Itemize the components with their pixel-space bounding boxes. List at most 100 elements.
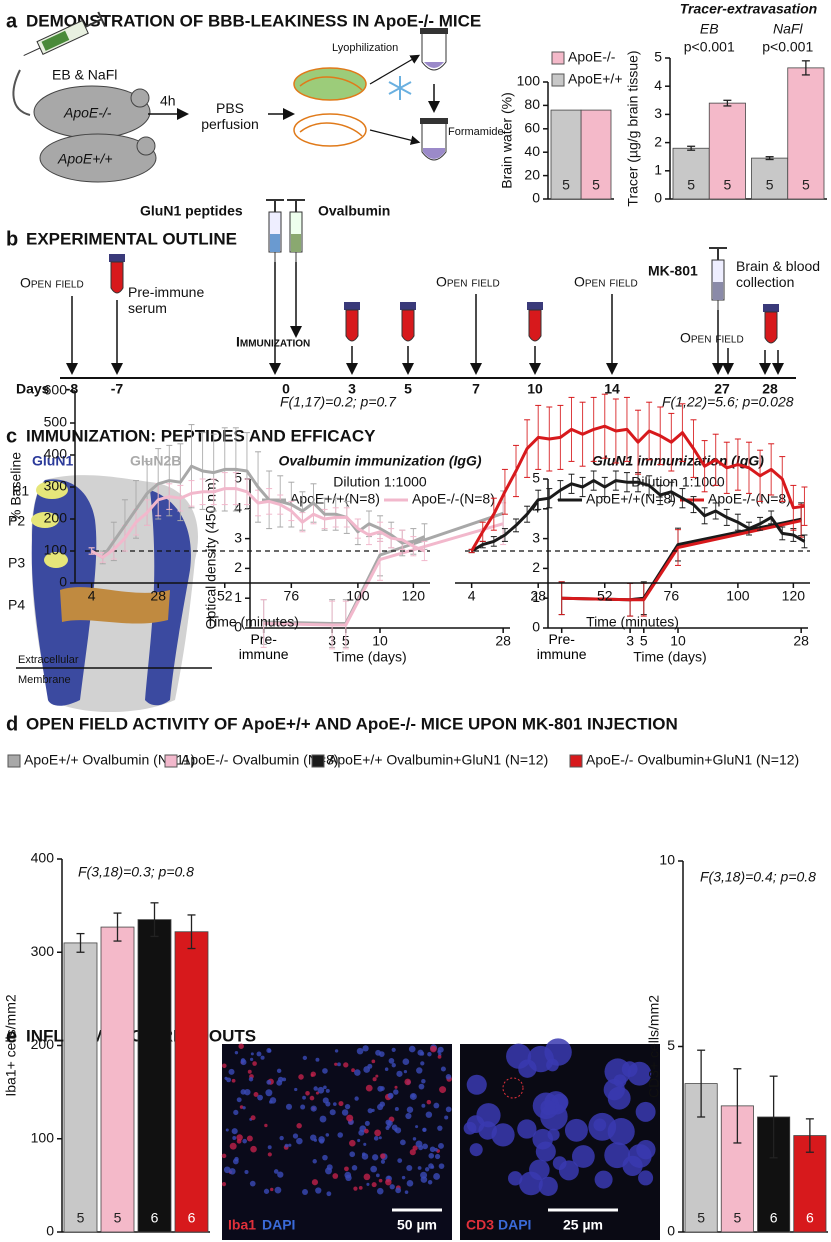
nucleus bbox=[344, 1172, 351, 1179]
nucleus bbox=[385, 1120, 391, 1126]
nucleus bbox=[349, 1140, 356, 1147]
nucleus bbox=[326, 1133, 330, 1137]
n-label: 5 bbox=[733, 1210, 741, 1226]
y-tick-label: 0 bbox=[59, 574, 67, 590]
nucleus bbox=[395, 1107, 399, 1111]
nucleus bbox=[365, 1121, 370, 1126]
nucleus bbox=[334, 1063, 337, 1066]
x-tick-label: 4 bbox=[468, 588, 476, 604]
nucleus bbox=[393, 1089, 398, 1094]
nucleus bbox=[518, 1059, 536, 1077]
group-label: NaFl bbox=[773, 21, 803, 37]
y-tick-label: 0 bbox=[667, 1223, 675, 1239]
nucleus bbox=[257, 1052, 262, 1057]
nucleus bbox=[439, 1086, 446, 1093]
nucleus bbox=[237, 1097, 242, 1102]
nucleus bbox=[354, 1096, 358, 1100]
stain-label: DAPI bbox=[262, 1217, 295, 1233]
y-tick-label: 40 bbox=[524, 143, 540, 159]
nucleus bbox=[315, 1187, 321, 1193]
x-tick-label-box: Pre-immune bbox=[536, 632, 588, 666]
x-axis-label: Time (minutes) bbox=[586, 614, 679, 630]
nucleus bbox=[407, 1107, 413, 1113]
nucleus bbox=[470, 1143, 483, 1156]
label-box: PBS perfusion bbox=[190, 100, 270, 140]
series-line bbox=[264, 524, 504, 625]
label: EB & NaFl bbox=[52, 67, 117, 83]
nucleus bbox=[247, 1136, 253, 1142]
n-label: 6 bbox=[151, 1210, 159, 1226]
nucleus bbox=[296, 1138, 302, 1144]
nucleus bbox=[604, 1142, 630, 1168]
panel-title: IMMUNIZATION: PEPTIDES AND EFFICACY bbox=[26, 426, 376, 445]
x-tick-label: 28 bbox=[530, 588, 546, 604]
nucleus bbox=[316, 1092, 319, 1095]
nucleus bbox=[420, 1172, 427, 1179]
subtitle: Dilution 1:1000 bbox=[333, 474, 427, 490]
nucleus bbox=[428, 1163, 434, 1169]
y-tick-label: 300 bbox=[31, 943, 55, 959]
y-tick-label: 2 bbox=[234, 559, 242, 575]
y-tick-label: 300 bbox=[44, 478, 68, 494]
legend-swatch bbox=[165, 755, 177, 767]
nucleus bbox=[346, 1115, 353, 1122]
scale-label: 25 µm bbox=[563, 1217, 603, 1233]
nucleus bbox=[260, 1056, 264, 1060]
nucleus bbox=[252, 1061, 257, 1066]
nucleus bbox=[250, 1181, 256, 1187]
panel-letter: b bbox=[6, 228, 18, 250]
stain-label: CD3 bbox=[466, 1217, 494, 1233]
nucleus bbox=[394, 1086, 397, 1089]
nucleus bbox=[337, 1062, 341, 1066]
label: Formamide bbox=[448, 126, 504, 138]
nucleus bbox=[232, 1128, 238, 1134]
nucleus bbox=[335, 1049, 338, 1052]
label-box: Brain & blood collection bbox=[736, 258, 828, 298]
nucleus bbox=[395, 1187, 401, 1193]
nucleus bbox=[303, 1056, 307, 1060]
day-label: 7 bbox=[472, 381, 480, 397]
y-tick-label: 500 bbox=[44, 414, 68, 430]
nucleus bbox=[352, 1165, 358, 1171]
legend-swatch bbox=[552, 52, 564, 64]
y-tick-label: 100 bbox=[517, 73, 541, 89]
y-tick-label: 0 bbox=[532, 190, 540, 206]
nucleus bbox=[288, 1144, 291, 1147]
legend-label: ApoE-/- Ovalbumin+GluN1 (N=12) bbox=[586, 752, 799, 768]
y-tick-label: 2 bbox=[532, 559, 540, 575]
label: ApoE-/- bbox=[63, 105, 112, 121]
nucleus bbox=[236, 1134, 242, 1140]
y-tick-label: 200 bbox=[44, 510, 68, 526]
nucleus bbox=[422, 1144, 428, 1150]
nucleus bbox=[310, 1096, 315, 1101]
nucleus bbox=[357, 1139, 360, 1142]
annotation: F(3,18)=0.3; p=0.8 bbox=[78, 864, 194, 880]
nucleus bbox=[276, 1080, 282, 1086]
y-tick-label: 100 bbox=[44, 542, 68, 558]
nucleus bbox=[275, 1187, 282, 1194]
figure: a DEMONSTRATION OF BBB-LEAKINESS IN ApoE… bbox=[0, 0, 831, 1242]
annotation: F(1,22)=5.6; p=0.028 bbox=[662, 394, 794, 410]
nucleus bbox=[293, 1133, 298, 1138]
subtitle: Dilution 1:1000 bbox=[631, 474, 725, 490]
y-tick-label: 600 bbox=[44, 382, 68, 398]
y-axis-label: Iba1+ cells/mm2 bbox=[3, 994, 19, 1097]
nucleus bbox=[421, 1079, 425, 1083]
legend-label: ApoE-/-(N=8) bbox=[412, 491, 495, 507]
nucleus bbox=[234, 1157, 238, 1161]
nucleus bbox=[425, 1167, 429, 1171]
x-axis-label: Time (days) bbox=[633, 649, 706, 665]
nucleus bbox=[375, 1075, 378, 1078]
nucleus bbox=[249, 1077, 253, 1081]
y-tick-label: 1 bbox=[654, 162, 662, 178]
nucleus bbox=[410, 1093, 417, 1100]
x-tick-label: 4 bbox=[88, 588, 96, 604]
nucleus bbox=[298, 1074, 304, 1080]
event-label: Ovalbumin bbox=[318, 203, 390, 219]
nucleus bbox=[491, 1123, 514, 1146]
nucleus bbox=[266, 1080, 271, 1085]
nucleus bbox=[342, 1109, 348, 1115]
day-label: 5 bbox=[404, 381, 412, 397]
y-tick-label: 5 bbox=[667, 1037, 675, 1053]
n-label: 5 bbox=[723, 177, 731, 193]
